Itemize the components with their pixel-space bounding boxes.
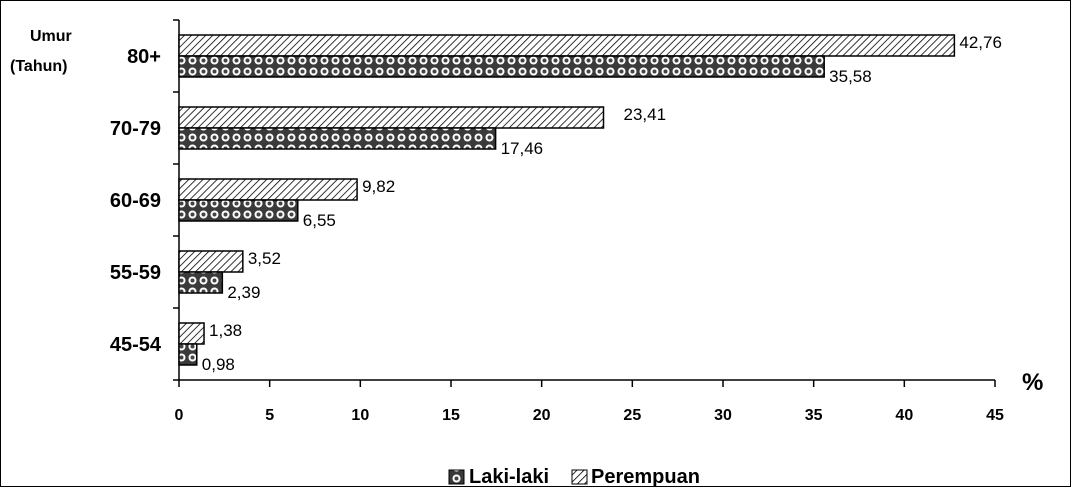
category-label: 70-79 [110, 118, 161, 140]
category-label: 45-54 [110, 334, 162, 356]
bar-perempuan [178, 34, 956, 57]
x-tick-label: 20 [533, 407, 551, 424]
legend: Laki-laki Perempuan [448, 466, 700, 487]
bar-laki-laki [178, 271, 224, 294]
x-axis-unit: % [1022, 369, 1043, 396]
x-tick-label: 25 [623, 407, 641, 424]
x-tick-label: 40 [895, 407, 913, 424]
category-label: 55-59 [110, 262, 161, 284]
data-label-laki-laki: 0,98 [202, 355, 235, 374]
bar-laki-laki [178, 343, 198, 366]
x-tick-label: 35 [805, 407, 823, 424]
data-label-perempuan: 3,52 [248, 249, 281, 268]
legend-swatch-perempuan [571, 469, 588, 485]
legend-label-perempuan: Perempuan [591, 466, 700, 487]
bar-perempuan [178, 178, 358, 201]
data-label-laki-laki: 17,46 [501, 139, 544, 158]
bar-laki-laki [178, 55, 825, 78]
x-tick-label: 15 [442, 407, 460, 424]
category-label: 60-69 [110, 190, 161, 212]
data-label-perempuan: 1,38 [209, 321, 242, 340]
legend-swatch-laki-laki [448, 469, 465, 485]
data-label-perempuan: 42,76 [959, 33, 1002, 52]
bar-laki-laki [178, 127, 497, 150]
data-label-perempuan: 23,41 [624, 105, 667, 124]
bar-perempuan [178, 322, 205, 345]
y-axis-title-line-1: Umur [30, 28, 72, 45]
data-label-perempuan: 9,82 [362, 177, 395, 196]
y-axis-title-line-2: (Tahun) [10, 58, 67, 75]
x-tick-label: 10 [351, 407, 369, 424]
bar-laki-laki [178, 199, 299, 222]
x-tick-label: 45 [986, 407, 1004, 424]
x-tick-label: 5 [265, 407, 274, 424]
x-tick-label: 0 [175, 407, 184, 424]
category-label: 80+ [127, 46, 161, 68]
data-label-laki-laki: 6,55 [303, 211, 336, 230]
bar-perempuan [178, 250, 244, 273]
x-tick-label: 30 [714, 407, 732, 424]
data-label-laki-laki: 2,39 [227, 283, 260, 302]
data-label-laki-laki: 35,58 [829, 67, 872, 86]
legend-label-laki-laki: Laki-laki [469, 466, 549, 487]
bar-perempuan [178, 106, 605, 129]
